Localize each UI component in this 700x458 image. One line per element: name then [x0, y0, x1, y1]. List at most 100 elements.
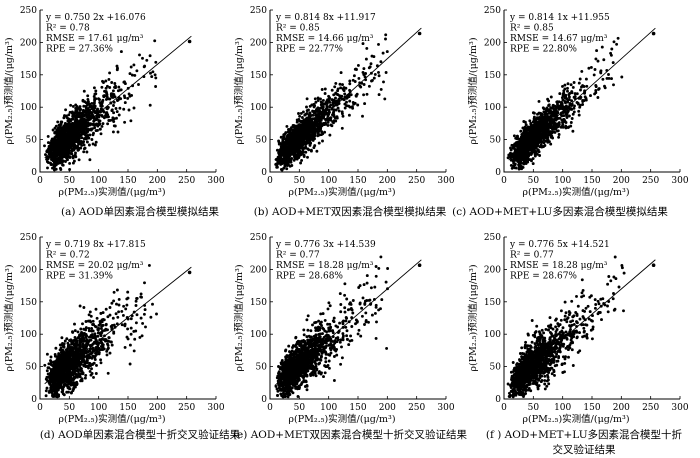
- scatter-point: [550, 130, 554, 134]
- scatter-point: [584, 77, 588, 81]
- scatter-point: [517, 167, 521, 171]
- scatter-point: [90, 114, 94, 118]
- scatter-point: [557, 133, 561, 136]
- scatter-point: [285, 167, 289, 171]
- scatter-point: [567, 95, 571, 99]
- scatter-point: [79, 130, 83, 134]
- scatter-point: [53, 164, 57, 168]
- scatter-point: [75, 121, 79, 125]
- scatter-point: [117, 303, 121, 307]
- scatter-point: [350, 105, 354, 109]
- scatter-point: [301, 150, 305, 154]
- scatter-point: [279, 167, 283, 171]
- scatter-point: [59, 135, 63, 139]
- scatter-point: [558, 92, 562, 96]
- scatter-point: [110, 324, 114, 327]
- scatter-point: [552, 110, 556, 114]
- scatter-point: [54, 167, 58, 171]
- x-tick-label: 150: [349, 176, 366, 186]
- scatter-point: [532, 111, 536, 115]
- scatter-point: [296, 155, 300, 159]
- scatter-point: [308, 111, 312, 115]
- scatter-point: [86, 127, 90, 131]
- scatter-point: [334, 81, 338, 85]
- scatter-point: [325, 104, 329, 108]
- y-tick-label: 0: [31, 168, 37, 178]
- scatter-point: [115, 322, 119, 326]
- scatter-point: [83, 360, 87, 364]
- scatter-point: [320, 130, 324, 134]
- scatter-point: [313, 126, 317, 130]
- scatter-point: [298, 130, 302, 134]
- y-tick-label: 100: [484, 103, 501, 113]
- y-tick-label: 100: [20, 103, 37, 113]
- scatter-point: [535, 139, 539, 143]
- scatter-point: [115, 110, 119, 114]
- scatter-point: [323, 87, 327, 91]
- scatter-point: [46, 134, 50, 138]
- scatter-point: [85, 140, 89, 144]
- scatter-point: [373, 72, 377, 76]
- scatter-point: [98, 322, 102, 326]
- scatter-point: [84, 131, 88, 135]
- scatter-point: [348, 105, 352, 109]
- scatter-point: [101, 98, 105, 102]
- scatter-point: [108, 306, 112, 309]
- scatter-point: [113, 124, 117, 128]
- x-tick-label: 0: [267, 176, 273, 186]
- scatter-point: [511, 159, 515, 163]
- scatter-point: [105, 84, 109, 88]
- scatter-point: [117, 113, 121, 117]
- scatter-point: [66, 155, 70, 159]
- scatter-point: [64, 108, 68, 112]
- scatter-point: [63, 155, 66, 159]
- scatter-point: [545, 107, 548, 111]
- scatter-point: [330, 88, 334, 92]
- scatter-point: [323, 92, 327, 95]
- scatter-point: [58, 343, 62, 347]
- scatter-point: [289, 139, 293, 143]
- scatter-point: [290, 141, 294, 145]
- scatter-point: [143, 308, 147, 312]
- scatter-point: [95, 316, 99, 320]
- scatter-point: [384, 71, 388, 74]
- scatter-point: [607, 73, 610, 76]
- scatter-point: [298, 114, 302, 118]
- scatter-point: [90, 329, 94, 333]
- scatter-point: [135, 69, 139, 73]
- scatter-point: [509, 158, 513, 162]
- scatter-point: [187, 39, 192, 44]
- scatter-point: [88, 102, 92, 106]
- scatter-point: [341, 83, 344, 87]
- scatter-point: [377, 42, 380, 46]
- scatter-point: [64, 160, 67, 163]
- scatter-point: [106, 122, 110, 126]
- scatter-point: [594, 57, 598, 61]
- scatter-point: [130, 73, 134, 77]
- x-axis-label: ρ(PM₂.₅)实测值/(μg/m³): [58, 186, 165, 198]
- scatter-point: [513, 144, 517, 148]
- scatter-point: [127, 92, 131, 96]
- scatter-point: [288, 151, 292, 155]
- scatter-point: [108, 71, 112, 75]
- x-tick-label: 300: [207, 176, 224, 186]
- scatter-point: [285, 157, 289, 161]
- scatter-point: [316, 96, 320, 100]
- x-tick-label: 300: [437, 176, 454, 186]
- scatter-point: [282, 143, 286, 147]
- scatter-point: [86, 97, 90, 101]
- regression-line: [44, 35, 192, 159]
- scatter-point: [524, 123, 528, 127]
- scatter-point: [105, 115, 109, 119]
- scatter-point: [320, 124, 324, 128]
- x-axis-label: ρ(PM₂.₅)实测值/(μg/m³): [522, 186, 629, 198]
- scatter-point: [45, 352, 49, 356]
- scatter-point: [91, 142, 95, 146]
- scatter-point: [610, 47, 614, 51]
- scatter-point: [53, 131, 57, 135]
- scatter-point: [93, 123, 97, 127]
- scatter-point: [367, 84, 371, 88]
- scatter-point: [572, 106, 576, 110]
- scatter-point: [339, 71, 343, 75]
- scatter-point: [61, 128, 65, 132]
